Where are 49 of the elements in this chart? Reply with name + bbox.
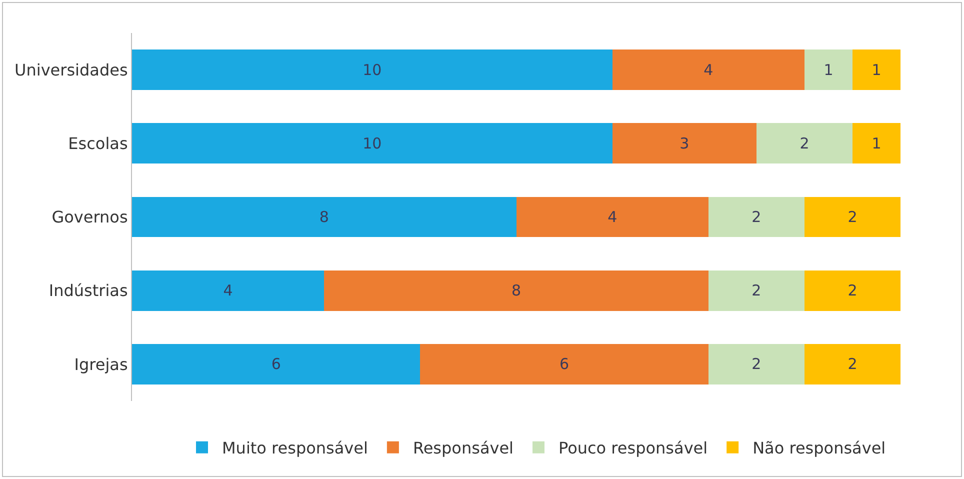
data-label: 2 bbox=[800, 134, 810, 152]
data-label: 4 bbox=[608, 208, 618, 226]
bar bbox=[756, 123, 853, 164]
data-label: 3 bbox=[680, 134, 690, 152]
data-label: 6 bbox=[271, 355, 281, 374]
bar bbox=[804, 270, 901, 311]
data-label: 10 bbox=[362, 134, 382, 152]
y-tick-label: Escolas bbox=[68, 134, 128, 153]
legend-label: Muito responsável bbox=[222, 438, 368, 458]
legend-label: Não responsável bbox=[752, 438, 886, 458]
bar bbox=[708, 196, 804, 238]
data-label: 6 bbox=[560, 355, 570, 374]
bar bbox=[132, 123, 612, 164]
y-tick-label: Governos bbox=[52, 208, 128, 227]
data-label: 4 bbox=[704, 60, 714, 79]
bar bbox=[612, 123, 756, 164]
bar bbox=[132, 344, 420, 384]
bar bbox=[852, 50, 901, 90]
bar bbox=[420, 344, 708, 384]
bar bbox=[516, 196, 708, 238]
data-label: 10 bbox=[362, 60, 382, 79]
bar bbox=[852, 123, 901, 164]
bar bbox=[324, 270, 708, 311]
bar bbox=[612, 50, 804, 90]
y-tick-label: Indústrias bbox=[48, 281, 128, 300]
data-label: 2 bbox=[848, 208, 858, 226]
bar bbox=[708, 270, 804, 311]
legend-label: Pouco responsável bbox=[558, 438, 708, 458]
y-tick-label: Igrejas bbox=[74, 354, 128, 374]
bar bbox=[132, 50, 612, 90]
bar bbox=[708, 344, 804, 384]
data-label: 2 bbox=[752, 355, 762, 374]
data-label: 8 bbox=[319, 208, 329, 226]
data-label: 1 bbox=[872, 60, 882, 79]
bar bbox=[804, 196, 901, 238]
data-label: 2 bbox=[848, 282, 858, 300]
data-label: 8 bbox=[512, 282, 522, 300]
data-label: 1 bbox=[824, 60, 834, 79]
data-label: 2 bbox=[752, 208, 762, 226]
data-label: 4 bbox=[223, 282, 233, 300]
bar bbox=[132, 196, 516, 238]
legend-label: Responsável bbox=[412, 438, 514, 458]
data-label: 1 bbox=[872, 134, 882, 152]
bar bbox=[132, 270, 324, 311]
bar bbox=[804, 50, 853, 90]
data-label: 2 bbox=[848, 355, 858, 374]
data-label: 2 bbox=[752, 282, 762, 300]
bar bbox=[804, 344, 901, 384]
y-tick-label: Universidades bbox=[14, 60, 128, 80]
